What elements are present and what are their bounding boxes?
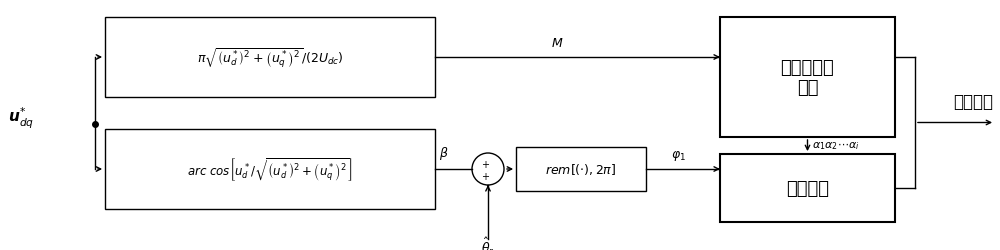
Text: $\alpha_1\alpha_2\cdots\alpha_i$: $\alpha_1\alpha_2\cdots\alpha_i$ (812, 140, 860, 152)
Bar (516, 148, 646, 191)
Bar (720, 154, 895, 222)
Text: $\pi\sqrt{\left(u_d^*\right)^2+\left(u_q^*\right)^2}/(2U_{dc})$: $\pi\sqrt{\left(u_d^*\right)^2+\left(u_q… (197, 46, 343, 70)
Text: $+$: $+$ (481, 171, 491, 182)
Text: $\beta$: $\beta$ (439, 144, 449, 161)
Text: $\varphi_1$: $\varphi_1$ (671, 148, 685, 162)
Bar (105, 18, 435, 98)
Text: 开关角曲线: 开关角曲线 (781, 59, 834, 77)
Text: $rem\left[(\cdot),2\pi\right]$: $rem\left[(\cdot),2\pi\right]$ (545, 162, 617, 177)
Text: $arc\ cos\left[u_d^*/\sqrt{\left(u_d^*\right)^2+\left(u_q^*\right)^2}\right]$: $arc\ cos\left[u_d^*/\sqrt{\left(u_d^*\r… (187, 156, 353, 183)
Text: 脉冲重构: 脉冲重构 (786, 179, 829, 197)
Text: $+$: $+$ (481, 159, 491, 170)
Bar (720, 18, 895, 138)
Bar (105, 130, 435, 209)
Text: $M$: $M$ (551, 37, 564, 50)
Text: $\boldsymbol{u}_{dq}^{*}$: $\boldsymbol{u}_{dq}^{*}$ (8, 105, 34, 130)
Text: 输出脉冲: 输出脉冲 (953, 93, 993, 111)
Text: $\hat{\theta}_r$: $\hat{\theta}_r$ (481, 235, 495, 250)
Text: 拟合: 拟合 (797, 79, 818, 96)
